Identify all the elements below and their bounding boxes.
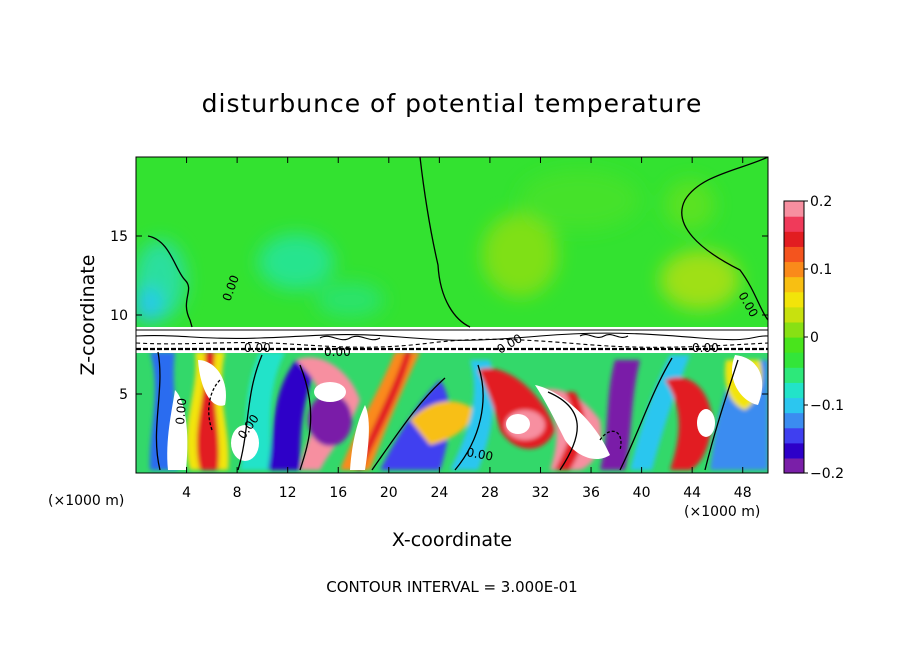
colorbar-segment	[784, 397, 804, 414]
y-tick-label: 15	[110, 229, 128, 245]
colorbar-segment	[784, 276, 804, 293]
x-tick-label: 8	[233, 485, 242, 501]
colorbar-tick-label: 0	[810, 330, 819, 346]
colorbar-tick-label: −0.2	[810, 466, 844, 482]
mixed-layer-white-cores	[167, 355, 763, 470]
x-tick-label: 32	[532, 485, 550, 501]
colorbar-segment	[784, 231, 804, 247]
x-unit-left: (×1000 m)	[48, 493, 124, 509]
x-tick-label: 28	[481, 485, 499, 501]
inversion-contours	[136, 329, 768, 351]
colorbar-segment	[784, 216, 804, 232]
colorbar-segment	[784, 261, 804, 278]
colorbar-segment	[784, 457, 804, 474]
y-tick-label: 5	[119, 387, 128, 403]
colorbar-segment	[784, 246, 804, 263]
colorbar-tick-label: −0.1	[810, 398, 844, 414]
x-tick-label: 4	[182, 485, 191, 501]
colorbar-segment	[784, 352, 804, 368]
colorbar-segment	[784, 382, 804, 399]
y-axis-ticks: 5 10 15	[110, 229, 768, 403]
x-tick-label: 12	[279, 485, 297, 501]
colorbar-segment	[784, 367, 804, 383]
contour-label: 0.00	[692, 341, 719, 355]
colorbar-tick-label: 0.2	[810, 194, 832, 210]
colorbar	[784, 201, 804, 474]
x-tick-label: 36	[582, 485, 600, 501]
plot-area: 0.00 0.00 0.00 0.00 0.00 0.00 0.00 0.00 …	[136, 157, 768, 473]
upper-layer-field	[136, 157, 768, 327]
x-tick-label: 40	[633, 485, 651, 501]
colorbar-tick-label: 0.1	[810, 262, 832, 278]
y-axis-label: Z-coordinate	[77, 255, 99, 376]
colorbar-segment	[784, 337, 804, 353]
x-unit-right: (×1000 m)	[684, 504, 760, 520]
colorbar-ticks: −0.2 −0.1 0 0.1 0.2	[804, 194, 844, 482]
contour-label: 0.00	[244, 341, 271, 355]
colorbar-segment	[784, 321, 804, 338]
x-tick-label: 44	[683, 485, 701, 501]
colorbar-segment	[784, 427, 804, 444]
x-axis-label: X-coordinate	[392, 529, 512, 551]
contour-label: 0.00	[173, 397, 189, 425]
colorbar-segment	[784, 412, 804, 429]
contour-label: 0.00	[465, 445, 494, 463]
x-tick-label: 24	[430, 485, 448, 501]
contour-label: 0.00	[324, 345, 351, 359]
x-axis-ticks: 4 8 12 16 20 24 28 32 36 40 44 48	[182, 157, 752, 501]
colorbar-segment	[784, 306, 804, 323]
colorbar-segment	[784, 442, 804, 459]
chart-title: disturbunce of potential temperature	[202, 89, 703, 118]
x-tick-label: 20	[380, 485, 398, 501]
zero-contours	[147, 157, 768, 471]
x-tick-label: 16	[329, 485, 347, 501]
y-tick-label: 10	[110, 308, 128, 324]
colorbar-segment	[784, 291, 804, 308]
colorbar-segment	[784, 201, 804, 217]
contour-interval-note: CONTOUR INTERVAL = 3.000E-01	[326, 578, 577, 596]
x-tick-label: 48	[734, 485, 752, 501]
upper-layer-anomalies	[136, 170, 740, 323]
